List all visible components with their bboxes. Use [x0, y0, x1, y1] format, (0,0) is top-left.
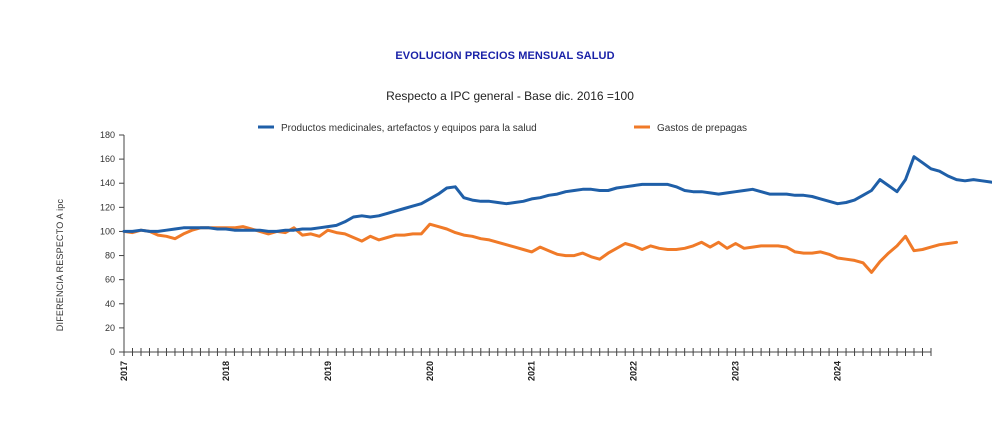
plot-area [122, 155, 992, 274]
y-tick-label: 140 [100, 178, 115, 188]
legend-label-series-1: Productos medicinales, artefactos y equi… [281, 123, 537, 134]
y-axis-label: DIFERENCIA RESPECTO A ipc [55, 199, 65, 332]
series-line-productos-medicinales [122, 155, 992, 233]
x-tick-label: 2022 [629, 361, 639, 381]
x-tick-label: 2023 [731, 361, 741, 381]
x-tick-label: 2019 [323, 361, 333, 381]
x-tick-label: 2017 [119, 361, 129, 381]
y-tick-label: 120 [100, 202, 115, 212]
series-line-gastos-prepagas [122, 222, 958, 274]
x-tick-label: 2021 [527, 361, 537, 381]
x-tick-label: 2020 [425, 361, 435, 381]
legend-label-series-2: Gastos de prepagas [657, 123, 747, 134]
y-tick-label: 100 [100, 226, 115, 236]
y-tick-label: 60 [105, 275, 115, 285]
y-tick-label: 180 [100, 130, 115, 140]
x-axis: 2017 2018 2019 2020 2021 2022 2023 2024 [119, 348, 932, 381]
y-tick-label: 20 [105, 323, 115, 333]
y-tick-label: 0 [110, 347, 115, 357]
y-axis: 0 20 40 60 80 100 120 140 160 180 [100, 130, 125, 357]
chart-subtitle: Respecto a IPC general - Base dic. 2016 … [386, 89, 634, 103]
y-tick-label: 40 [105, 299, 115, 309]
legend: Productos medicinales, artefactos y equi… [258, 123, 747, 134]
y-tick-label: 160 [100, 154, 115, 164]
chart-title: EVOLUCION PRECIOS MENSUAL SALUD [395, 50, 615, 62]
x-tick-label: 2018 [221, 361, 231, 381]
y-tick-label: 80 [105, 251, 115, 261]
x-tick-label: 2024 [833, 361, 843, 381]
